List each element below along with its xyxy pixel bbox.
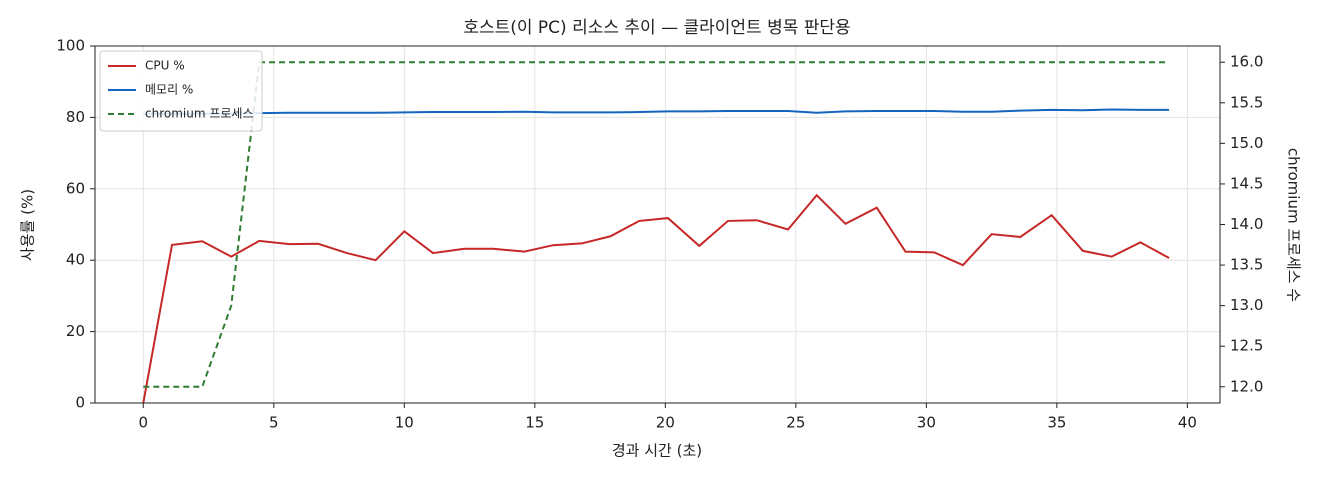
y2-tick-label: 13.5 bbox=[1230, 256, 1263, 274]
y-tick-label: 100 bbox=[56, 37, 85, 55]
series-line bbox=[143, 108, 1170, 115]
legend-box bbox=[99, 50, 263, 132]
series-line bbox=[142, 193, 1170, 404]
x-tick-label: 25 bbox=[786, 414, 805, 432]
x-tick-label: 35 bbox=[1047, 414, 1066, 432]
series-line bbox=[143, 61, 1170, 388]
x-tick-label: 5 bbox=[269, 414, 279, 432]
legend-label: CPU % bbox=[145, 59, 185, 73]
y-axis-label: 사용률 (%) bbox=[19, 189, 37, 261]
y-tick-label: 40 bbox=[66, 251, 85, 269]
plot-frame bbox=[94, 45, 1221, 404]
legend: CPU % 메모리 % chromium 프로세스 bbox=[99, 50, 263, 132]
x-tick-label: 40 bbox=[1178, 414, 1197, 432]
y-tick-label: 20 bbox=[66, 322, 85, 340]
x-tick-label: 10 bbox=[395, 414, 414, 432]
y2-tick-label: 14.5 bbox=[1230, 174, 1263, 192]
y2-tick-label: 15.0 bbox=[1230, 134, 1263, 152]
y2-tick-label: 12.5 bbox=[1230, 337, 1263, 355]
y-tick-label: 80 bbox=[66, 108, 85, 126]
y2-tick-label: 12.0 bbox=[1230, 377, 1263, 395]
y2-tick-label: 16.0 bbox=[1230, 53, 1263, 71]
chart-title: 호스트(이 PC) 리소스 추이 — 클라이언트 병목 판단용 bbox=[463, 18, 850, 38]
legend-label: 메모리 % bbox=[145, 83, 193, 97]
y2-axis-label: chromium 프로세스 수 bbox=[1285, 148, 1303, 302]
x-axis-label: 경과 시간 (초) bbox=[612, 442, 702, 460]
legend-label: chromium 프로세스 bbox=[145, 107, 254, 121]
x-tick-label: 15 bbox=[525, 414, 544, 432]
y2-tick-label: 14.0 bbox=[1230, 215, 1263, 233]
x-tick-label: 20 bbox=[656, 414, 675, 432]
y2-tick-label: 15.5 bbox=[1230, 93, 1263, 111]
x-tick-label: 0 bbox=[139, 414, 149, 432]
y-tick-label: 0 bbox=[75, 394, 85, 412]
y2-tick-label: 13.0 bbox=[1230, 296, 1263, 314]
y-tick-label: 60 bbox=[66, 179, 85, 197]
x-tick-label: 30 bbox=[917, 414, 936, 432]
